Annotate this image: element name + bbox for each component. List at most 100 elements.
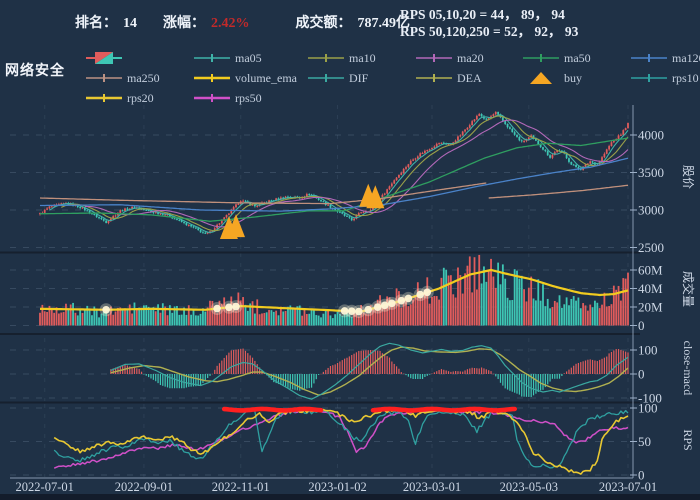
volume-marker-icon xyxy=(404,294,413,303)
sector-title: 网络安全 xyxy=(5,64,65,79)
volume-marker-icon xyxy=(397,296,406,305)
legend-label-ma50: ma50 xyxy=(564,50,591,65)
buy-marker-icon xyxy=(366,185,385,209)
legend-label-DEA: DEA xyxy=(457,70,482,85)
legend-label-buy: buy xyxy=(564,70,582,85)
x-axis-label: 2023-05-03 xyxy=(500,480,558,494)
rps-line-2: RPS 50,120,250 = 52， 92， 93 xyxy=(400,24,579,39)
macd-tick-label: -100 xyxy=(638,391,662,406)
legend-item-ma10[interactable]: ma10 xyxy=(308,51,376,65)
macd-tick-label: 100 xyxy=(638,343,658,358)
rank-value: 14 xyxy=(123,16,137,31)
macd-axis-title: close-macd xyxy=(681,341,695,396)
legend-item-ma120[interactable]: ma120 xyxy=(631,51,700,65)
rps20-swatch-icon xyxy=(86,94,122,102)
legend-label-rps10: rps10 xyxy=(672,70,699,85)
x-axis-label: 2023-03-01 xyxy=(403,480,461,494)
rps-axis-title: RPS xyxy=(681,429,695,450)
legend-item-ma20[interactable]: ma20 xyxy=(416,51,484,65)
legend-item-candle[interactable] xyxy=(86,51,122,65)
volume-marker-icon xyxy=(102,305,110,314)
volume-ema-markers xyxy=(99,285,434,319)
legend-item-DEA[interactable]: DEA xyxy=(416,71,482,85)
price-tick-label: 3000 xyxy=(638,203,664,218)
x-axis-label: 2022-11-01 xyxy=(212,480,270,494)
legend-label-ma120: ma120 xyxy=(672,50,700,65)
volume-marker-icon xyxy=(380,301,389,310)
turnover-value: 787.49亿 xyxy=(357,16,411,31)
DIF-swatch-icon xyxy=(308,74,344,82)
rps-panel xyxy=(53,406,629,475)
volume-marker-icon xyxy=(388,299,396,308)
candle-swatch-icon xyxy=(86,52,122,64)
legend-item-volume_ema[interactable]: volume_ema xyxy=(194,71,297,85)
volume-marker-icon xyxy=(347,307,356,315)
price-tick-label: 2500 xyxy=(638,240,664,255)
volume-marker-icon xyxy=(373,303,382,311)
volume-marker-icon xyxy=(232,302,240,311)
volume-marker-icon xyxy=(364,305,373,314)
rps50-swatch-icon xyxy=(194,94,230,102)
price-panel xyxy=(39,111,629,239)
moving-averages-layer xyxy=(39,114,629,233)
ma20-swatch-icon xyxy=(416,54,452,62)
volume-marker-icon xyxy=(213,304,221,313)
bottom-strip xyxy=(0,494,700,500)
legend: ma05 ma10 ma20 ma50 ma120 ma250 volume_ema DIF D… xyxy=(0,0,700,110)
ma10-swatch-icon xyxy=(308,54,344,62)
volume_ema-swatch-icon xyxy=(194,74,230,82)
legend-item-ma50[interactable]: ma50 xyxy=(523,51,591,65)
header-stats: 排名： 14 涨幅： 2.42% 成交额： 787.49亿 xyxy=(75,12,410,32)
rps-summary: RPS 05,10,20 = 44， 89， 94 RPS 50,120,250… xyxy=(400,6,578,40)
volume-panel xyxy=(39,254,629,326)
price-axis-title: 股价 xyxy=(681,165,695,189)
legend-item-ma250[interactable]: ma250 xyxy=(86,71,160,85)
ma120-swatch-icon xyxy=(631,54,667,62)
macd-tick-label: 0 xyxy=(638,367,645,382)
legend-item-rps20[interactable]: rps20 xyxy=(86,91,154,105)
legend-label-rps20: rps20 xyxy=(127,90,154,105)
x-axis-label: 2023-07-01 xyxy=(599,480,657,494)
rps-strength-band xyxy=(221,406,324,413)
volume-marker-icon xyxy=(416,290,424,299)
macd-panel xyxy=(110,342,629,400)
legend-item-ma05[interactable]: ma05 xyxy=(194,51,262,65)
rps10-swatch-icon xyxy=(631,74,667,82)
rps-tick-label: 100 xyxy=(638,401,658,416)
legend-label-ma05: ma05 xyxy=(235,50,262,65)
turnover-label: 成交额： xyxy=(295,16,352,31)
ma05-swatch-icon xyxy=(194,54,230,62)
rps-tick-label: 50 xyxy=(638,434,651,449)
buy-signals-layer xyxy=(219,183,385,239)
rank-label: 排名： xyxy=(75,16,117,31)
rps-line-1: RPS 05,10,20 = 44， 89， 94 xyxy=(400,7,565,22)
volume-tick-label: 0 xyxy=(638,318,645,333)
x-axis-label: 2022-09-01 xyxy=(115,480,173,494)
legend-item-rps50[interactable]: rps50 xyxy=(194,91,262,105)
price-tick-label: 3500 xyxy=(638,165,664,180)
x-axis-label: 2023-01-02 xyxy=(308,480,366,494)
legend-item-DIF[interactable]: DIF xyxy=(308,71,368,85)
volume-tick-label: 40M xyxy=(638,281,663,296)
volume-marker-icon xyxy=(423,288,432,297)
volume-tick-label: 20M xyxy=(638,300,663,315)
buy-swatch-icon xyxy=(530,72,552,84)
volume-marker-icon xyxy=(225,303,233,312)
legend-label-ma10: ma10 xyxy=(349,50,376,65)
price-tick-label: 4000 xyxy=(638,128,664,143)
legend-item-buy[interactable]: buy xyxy=(523,71,582,85)
volume-axis-title: 成交量 xyxy=(681,271,696,307)
legend-label-ma20: ma20 xyxy=(457,50,484,65)
rps-strength-band xyxy=(370,406,517,413)
legend-label-rps50: rps50 xyxy=(235,90,262,105)
x-axis-label: 2022-07-01 xyxy=(16,480,74,494)
buy-marker-icon xyxy=(227,214,245,238)
gridlines xyxy=(0,105,640,477)
legend-item-rps10[interactable]: rps10 xyxy=(631,71,699,85)
DEA-swatch-icon xyxy=(416,74,452,82)
change-label: 涨幅： xyxy=(163,16,205,31)
ma250-swatch-icon xyxy=(86,74,122,82)
rps-tick-label: 0 xyxy=(638,468,645,483)
